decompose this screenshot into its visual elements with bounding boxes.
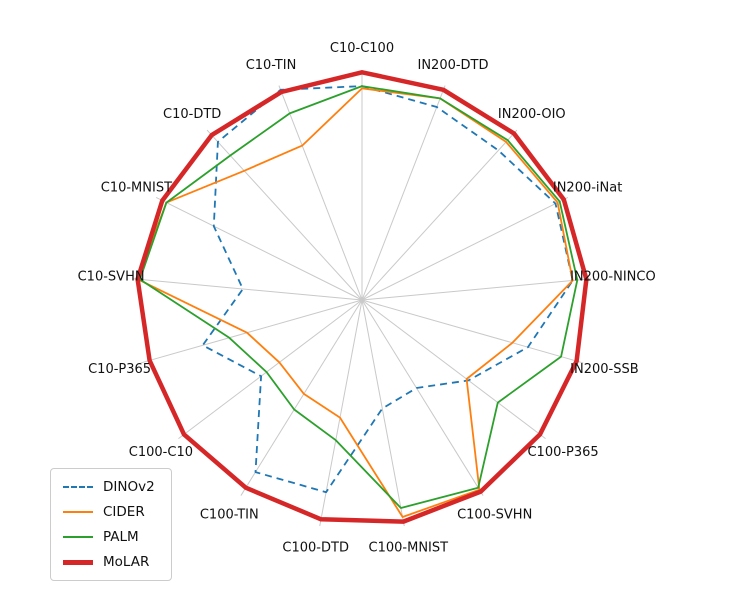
series-cider	[136, 87, 574, 518]
axis-spoke	[178, 299, 363, 440]
axis-label: IN200-iNat	[553, 181, 622, 196]
axis-label: C100-TIN	[200, 507, 259, 522]
axis-label: C10-MNIST	[101, 181, 172, 196]
axis-label: C100-DTD	[282, 541, 349, 556]
axis-spoke	[361, 299, 405, 527]
legend-swatch-cider	[63, 511, 93, 513]
axis-label: IN200-DTD	[417, 58, 488, 73]
legend-label-molar: MoLAR	[103, 554, 150, 570]
legend-swatch-molar	[63, 559, 93, 565]
axis-label: C100-C10	[129, 445, 193, 460]
axis-spoke	[132, 278, 363, 301]
legend-label-dinov2: DINOv2	[103, 479, 155, 495]
axis-spoke	[361, 299, 584, 364]
series-palm	[138, 85, 579, 509]
legend-swatch-dinov2	[63, 486, 93, 488]
axis-spoke	[361, 278, 592, 301]
legend-label-palm: PALM	[103, 529, 139, 545]
axis-label: IN200-NINCO	[570, 270, 656, 285]
series-dinov2	[201, 85, 574, 494]
legend-item-cider: CIDER	[63, 504, 155, 520]
legend-item-palm: PALM	[63, 529, 155, 545]
legend-item-molar: MoLAR	[63, 554, 155, 570]
axis-label: C10-C100	[330, 41, 394, 56]
axis-spoke	[155, 197, 363, 301]
legend: DINOv2 CIDER PALM MoLAR	[50, 468, 172, 581]
axis-spoke	[278, 85, 363, 301]
legend-label-cider: CIDER	[103, 504, 145, 520]
axis-spoke	[361, 85, 446, 301]
series-molar	[135, 70, 589, 524]
axis-label: IN200-OIO	[498, 107, 566, 122]
axis-label: C100-SVHN	[457, 507, 532, 522]
axis-spoke	[140, 299, 363, 364]
axis-spoke	[206, 129, 363, 301]
axis-spoke	[361, 197, 569, 301]
axis-label: IN200-SSB	[570, 362, 639, 377]
axis-label: C10-TIN	[246, 58, 297, 73]
axis-label: C100-P365	[527, 445, 598, 460]
axis-spoke	[240, 299, 363, 496]
axis-spoke	[361, 299, 546, 440]
axis-label: C10-DTD	[163, 107, 221, 122]
axis-spoke	[319, 299, 363, 527]
axis-spoke	[361, 299, 484, 496]
legend-swatch-palm	[63, 536, 93, 538]
axis-label: C10-P365	[88, 362, 151, 377]
legend-item-dinov2: DINOv2	[63, 479, 155, 495]
axis-label: C10-SVHN	[78, 270, 145, 285]
axis-label: C100-MNIST	[369, 541, 449, 556]
axis-spoke	[361, 129, 518, 301]
